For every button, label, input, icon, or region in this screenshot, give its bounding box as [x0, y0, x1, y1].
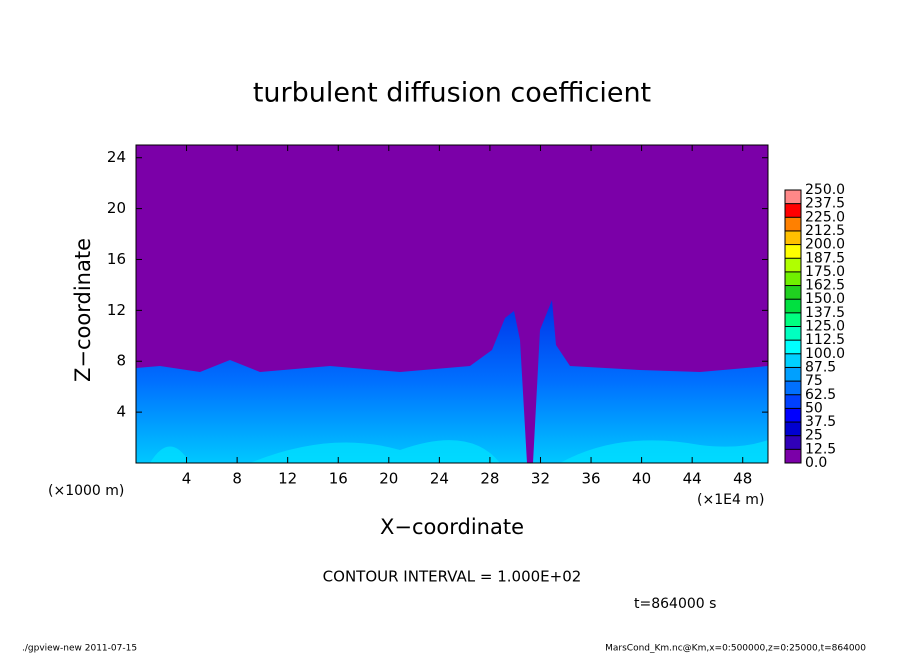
chart-title: turbulent diffusion coefficient — [253, 78, 651, 109]
colorbar-bin — [785, 353, 801, 368]
x-tick-label: 32 — [531, 470, 550, 488]
colorbar-bin — [785, 258, 801, 272]
x-tick-label: 12 — [278, 470, 297, 488]
x-tick-label: 40 — [632, 470, 651, 488]
y-axis-label: Z−coordinate — [71, 238, 95, 382]
x-unit: (×1E4 m) — [697, 492, 764, 508]
y-unit: (×1000 m) — [48, 483, 124, 499]
y-tick-label: 20 — [107, 199, 126, 217]
colorbar-label: 112.5 — [805, 332, 845, 348]
y-tick-label: 12 — [107, 301, 126, 319]
colorbar-bin — [785, 422, 801, 436]
x-tick-label: 24 — [430, 470, 449, 488]
colorbar-bin — [785, 230, 801, 245]
colorbar-label: 150.0 — [805, 291, 845, 307]
colorbar-bin — [785, 367, 801, 382]
x-tick-label: 28 — [480, 470, 499, 488]
colorbar-bin — [785, 326, 801, 341]
x-tick-label: 16 — [329, 470, 348, 488]
colorbar-label: 0.0 — [805, 455, 827, 471]
colorbar-bin — [785, 381, 801, 395]
footer: MarsCond_Km.nc@Km,x=0:500000,z=0:25000,t… — [605, 644, 866, 654]
colorbar-label: 37.5 — [805, 414, 836, 430]
x-tick-label: 48 — [733, 470, 752, 488]
colorbar-label: 87.5 — [805, 359, 836, 375]
colorbar-label: 162.5 — [805, 278, 845, 294]
colorbar-bin — [785, 285, 801, 300]
colorbar-bin — [785, 435, 801, 450]
colorbar-label: 50 — [805, 400, 823, 416]
colorbar-label: 212.5 — [805, 223, 845, 239]
colorbar-bin — [785, 340, 801, 354]
colorbar-label: 187.5 — [805, 250, 845, 266]
y-tick-label: 24 — [107, 148, 126, 166]
colorbar-label: 75 — [805, 373, 823, 389]
field-high — [150, 440, 768, 463]
colorbar-label: 62.5 — [805, 387, 836, 403]
colorbar-bin — [785, 217, 801, 231]
colorbar-label: 250.0 — [805, 182, 845, 198]
colorbar-label: 12.5 — [805, 441, 836, 457]
colorbar-label: 25 — [805, 428, 823, 444]
colorbar-label: 100.0 — [805, 346, 845, 362]
y-tick-label: 8 — [116, 352, 126, 370]
x-tick-label: 44 — [683, 470, 702, 488]
x-tick-label: 36 — [581, 470, 600, 488]
y-tick-label: 16 — [107, 250, 126, 268]
footer: ./gpview-new 2011-07-15 — [22, 644, 137, 654]
colorbar-bin — [785, 312, 801, 327]
x-axis-label: X−coordinate — [380, 515, 524, 539]
colorbar-label: 125.0 — [805, 319, 845, 335]
colorbar-label: 237.5 — [805, 196, 845, 212]
colorbar-label: 175.0 — [805, 264, 845, 280]
y-tick-label: 4 — [116, 403, 126, 421]
x-tick-label: 20 — [379, 470, 398, 488]
colorbar-bin — [785, 203, 801, 218]
colorbar-bin — [785, 394, 801, 409]
colorbar-bin — [785, 244, 801, 259]
annotation: CONTOUR INTERVAL = 1.000E+02 — [323, 568, 582, 586]
colorbar-label: 200.0 — [805, 237, 845, 253]
colorbar-bin — [785, 299, 801, 313]
plot-frame — [135, 144, 769, 464]
x-tick-label: 4 — [182, 470, 192, 488]
field-region — [136, 300, 768, 463]
colorbar-bin — [785, 190, 801, 204]
colorbar-label: 225.0 — [805, 209, 845, 225]
x-tick-label: 8 — [232, 470, 242, 488]
annotation: t=864000 s — [634, 596, 716, 612]
colorbar-label: 137.5 — [805, 305, 845, 321]
colorbar-bin — [785, 449, 801, 463]
colorbar-bin — [785, 271, 801, 286]
colorbar-bin — [785, 408, 801, 423]
